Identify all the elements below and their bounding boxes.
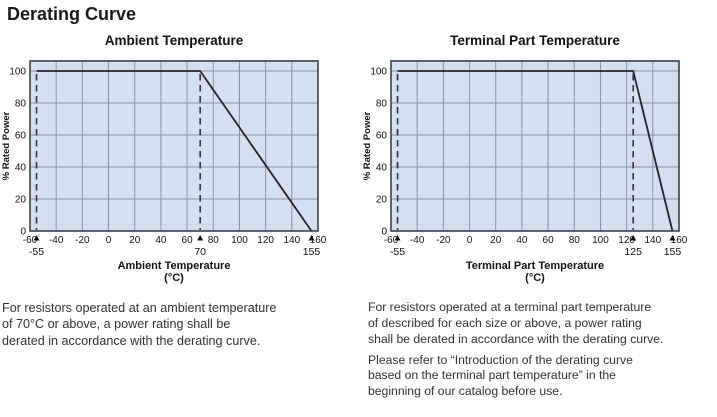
terminal-part-temperature-plot: 0 20 40 60 80 100 -60 -40 -20 0 20 40 60 80 100 120 140 1… xyxy=(361,53,717,287)
svg-text:20: 20 xyxy=(15,195,27,206)
terminal-part-temperature-chart: Terminal Part Temperature 0 20 40 60 80 100 -6… xyxy=(361,33,717,287)
svg-text:125: 125 xyxy=(624,246,642,258)
ambient-temperature-chart: Ambient Temperature 0 20 40 60 80 100 -60 -40 -2… xyxy=(0,33,356,287)
svg-text:-60: -60 xyxy=(23,235,38,246)
svg-text:60: 60 xyxy=(376,131,388,142)
svg-text:100: 100 xyxy=(231,235,248,246)
svg-text:80: 80 xyxy=(569,235,581,246)
svg-text:80: 80 xyxy=(376,99,388,110)
svg-text:60: 60 xyxy=(15,131,27,142)
svg-text:40: 40 xyxy=(15,163,27,174)
svg-text:160: 160 xyxy=(310,235,327,246)
svg-text:Ambient Temperature: Ambient Temperature xyxy=(118,260,231,272)
chart-title: Terminal Part Temperature xyxy=(450,33,620,48)
charts-row: Ambient Temperature 0 20 40 60 80 100 -60 -40 -2… xyxy=(0,33,717,287)
svg-text:% Rated Power: % Rated Power xyxy=(1,111,12,180)
note-paragraph: For resistors operated at a terminal par… xyxy=(368,300,664,346)
svg-text:-40: -40 xyxy=(49,235,64,246)
svg-text:(°C): (°C) xyxy=(164,272,184,284)
svg-text:160: 160 xyxy=(671,235,688,246)
svg-text:100: 100 xyxy=(9,67,26,78)
svg-text:-20: -20 xyxy=(436,235,451,246)
svg-text:0: 0 xyxy=(20,227,26,238)
svg-text:20: 20 xyxy=(129,235,141,246)
svg-text:70: 70 xyxy=(194,246,206,258)
svg-text:155: 155 xyxy=(303,246,321,258)
svg-text:40: 40 xyxy=(516,235,528,246)
terminal-note: For resistors operated at a terminal par… xyxy=(368,300,716,405)
svg-text:40: 40 xyxy=(155,235,167,246)
svg-text:-55: -55 xyxy=(390,246,405,258)
svg-text:Terminal Part Temperature: Terminal Part Temperature xyxy=(466,260,604,272)
svg-text:120: 120 xyxy=(257,235,274,246)
ambient-temperature-plot: 0 20 40 60 80 100 -60 -40 -20 0 20 40 60 80 100 120 140 1… xyxy=(0,53,356,287)
svg-text:-55: -55 xyxy=(29,246,44,258)
svg-text:100: 100 xyxy=(592,235,609,246)
svg-text:100: 100 xyxy=(370,67,387,78)
svg-text:-60: -60 xyxy=(384,235,399,246)
svg-text:-40: -40 xyxy=(410,235,425,246)
svg-text:80: 80 xyxy=(15,99,27,110)
svg-text:0: 0 xyxy=(467,235,473,246)
svg-text:80: 80 xyxy=(208,235,220,246)
chart-title: Ambient Temperature xyxy=(104,33,244,48)
svg-text:60: 60 xyxy=(182,235,194,246)
ambient-note: For resistors operated at an ambient tem… xyxy=(2,300,354,354)
svg-text:20: 20 xyxy=(490,235,502,246)
svg-text:(°C): (°C) xyxy=(525,272,545,284)
note-paragraph: For resistors operated at an ambient tem… xyxy=(2,301,277,348)
note-paragraph: Please refer to “Introduction of the der… xyxy=(368,352,633,399)
svg-text:140: 140 xyxy=(644,235,661,246)
svg-text:120: 120 xyxy=(618,235,635,246)
svg-text:20: 20 xyxy=(376,195,388,206)
svg-text:0: 0 xyxy=(381,227,387,238)
svg-text:60: 60 xyxy=(543,235,555,246)
svg-text:0: 0 xyxy=(106,235,112,246)
svg-text:40: 40 xyxy=(376,163,388,174)
svg-text:155: 155 xyxy=(664,246,682,258)
page-title: Derating Curve xyxy=(7,4,137,24)
svg-text:-20: -20 xyxy=(75,235,90,246)
svg-text:% Rated Power: % Rated Power xyxy=(362,111,373,180)
svg-text:140: 140 xyxy=(283,235,300,246)
